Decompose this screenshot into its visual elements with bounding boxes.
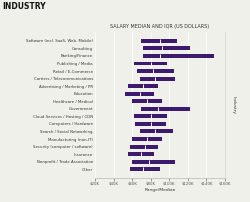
Bar bbox=[142, 107, 190, 111]
Bar bbox=[140, 129, 173, 133]
X-axis label: Range/Median: Range/Median bbox=[144, 188, 176, 192]
Bar bbox=[142, 39, 177, 43]
Y-axis label: Industry: Industry bbox=[232, 96, 236, 114]
Bar bbox=[132, 160, 175, 164]
Bar bbox=[135, 122, 166, 126]
Bar bbox=[128, 152, 154, 156]
Bar bbox=[128, 84, 158, 88]
Bar bbox=[134, 114, 168, 118]
Bar bbox=[132, 137, 162, 141]
Bar bbox=[130, 167, 160, 171]
Bar bbox=[137, 69, 174, 73]
Bar bbox=[143, 46, 190, 50]
Title: SALARY MEDIAN AND IQR (US DOLLARS): SALARY MEDIAN AND IQR (US DOLLARS) bbox=[110, 24, 210, 29]
Bar bbox=[140, 77, 175, 81]
Bar bbox=[125, 92, 154, 96]
Bar bbox=[130, 145, 158, 148]
Bar bbox=[143, 54, 214, 58]
Bar bbox=[134, 62, 168, 65]
Bar bbox=[132, 99, 162, 103]
Text: INDUSTRY: INDUSTRY bbox=[2, 2, 46, 11]
